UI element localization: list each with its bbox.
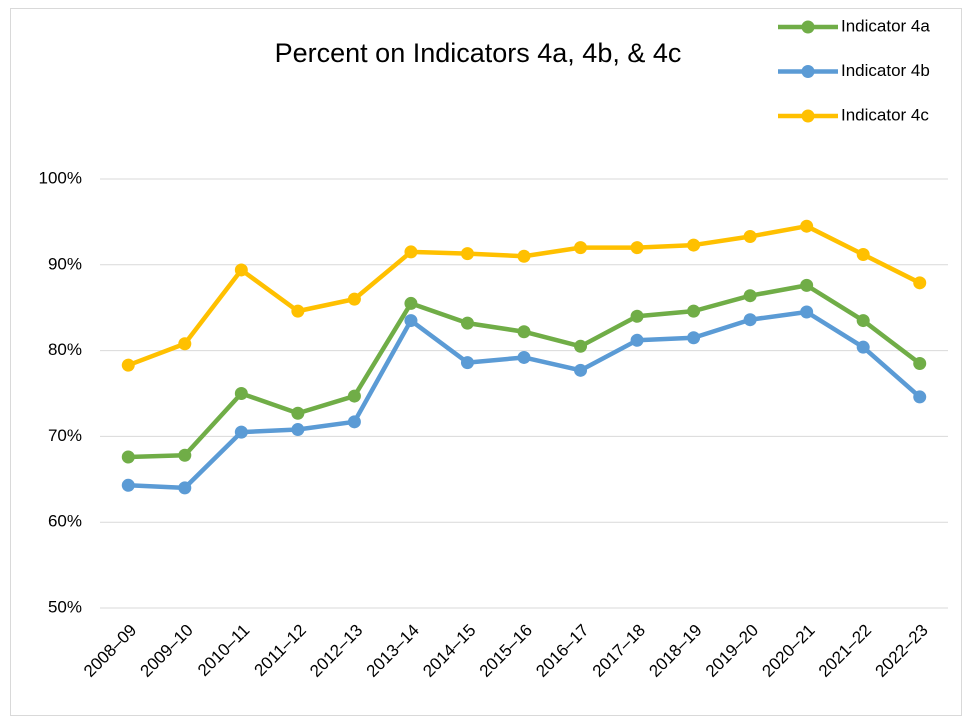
data-point [856, 248, 870, 262]
data-point [121, 450, 135, 464]
data-point [178, 337, 192, 351]
data-point [800, 305, 814, 319]
data-point [743, 289, 757, 303]
data-point [121, 478, 135, 492]
data-point [630, 241, 644, 255]
data-point [913, 276, 927, 290]
data-point [913, 356, 927, 370]
data-point [517, 325, 531, 339]
y-tick-label: 80% [48, 340, 82, 359]
y-tick-label: 90% [48, 254, 82, 273]
data-point [743, 313, 757, 327]
y-tick-label: 50% [48, 597, 82, 616]
data-point [178, 481, 192, 495]
data-point [291, 406, 305, 420]
legend-marker [801, 109, 815, 123]
data-point [291, 304, 305, 318]
data-point [630, 333, 644, 347]
data-point [404, 296, 418, 310]
data-point [234, 263, 248, 277]
y-tick-label: 100% [39, 168, 82, 187]
data-point [347, 389, 361, 403]
legend-marker [801, 65, 815, 78]
data-point [687, 331, 701, 345]
data-point [291, 423, 305, 437]
legend-label: Indicator 4c [841, 105, 929, 124]
data-point [743, 229, 757, 243]
data-point [178, 448, 192, 462]
data-point [517, 350, 531, 364]
data-point [234, 425, 248, 439]
data-point [574, 363, 588, 377]
data-point [913, 390, 927, 404]
legend-label: Indicator 4b [841, 61, 930, 80]
data-point [460, 247, 474, 261]
data-point [404, 314, 418, 328]
data-point [121, 358, 135, 372]
legend-label: Indicator 4a [841, 16, 930, 35]
data-point [687, 304, 701, 318]
data-point [347, 292, 361, 306]
data-point [800, 278, 814, 292]
data-point [574, 339, 588, 353]
data-point [460, 316, 474, 330]
data-point [460, 356, 474, 370]
legend-marker [801, 20, 815, 34]
data-point [687, 238, 701, 252]
data-point [856, 340, 870, 354]
data-point [574, 241, 588, 255]
data-point [517, 249, 531, 263]
chart-title: Percent on Indicators 4a, 4b, & 4c [275, 38, 682, 68]
y-tick-label: 70% [48, 426, 82, 445]
y-tick-label: 60% [48, 512, 82, 531]
data-point [234, 387, 248, 400]
data-point [630, 309, 644, 323]
data-point [800, 219, 814, 233]
data-point [856, 314, 870, 328]
data-point [404, 245, 418, 259]
data-point [347, 415, 361, 429]
